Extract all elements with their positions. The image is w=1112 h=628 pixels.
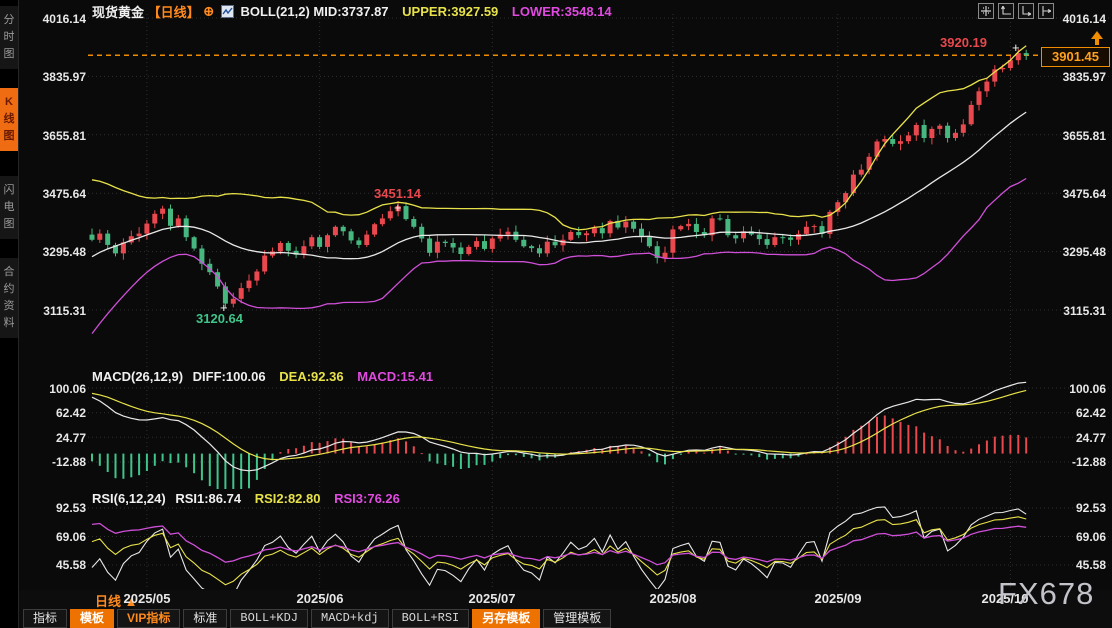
- boll-lower-value: LOWER:3548.14: [511, 4, 612, 19]
- x-axis-month-label: 2025/08: [649, 591, 697, 606]
- indicator-chart-icon[interactable]: [220, 5, 234, 18]
- bottom-toolbar: 指标 模板 VIP指标 标准 BOLL+KDJ MACD+kdj BOLL+RS…: [19, 609, 1112, 628]
- rsi-axis-label-left: 45.58: [55, 558, 86, 572]
- sidebar-tab-contract-info[interactable]: 合约资料: [0, 258, 18, 339]
- rsi-axis-label-right: 92.53: [1075, 501, 1106, 515]
- x-axis-month-label: 2025/10: [981, 591, 1029, 606]
- swing-high-price-annotation: 3451.14: [374, 186, 421, 201]
- swing-high-cross-marker: +: [394, 200, 402, 215]
- rsi-name: RSI(6,12,24): [92, 491, 166, 506]
- swing-low-cross-marker: +: [220, 300, 228, 315]
- rsi-axis-label-right: 45.58: [1075, 558, 1106, 572]
- macd-axis-label-left: 62.42: [55, 406, 86, 420]
- macd-axis-label-left: 24.77: [55, 431, 86, 445]
- symbol-title: 现货黄金: [92, 5, 145, 20]
- price-axis-label-left: 3835.97: [42, 70, 86, 84]
- rsi-axis-label-left: 92.53: [55, 501, 86, 515]
- macd-axis-label-right: 62.42: [1075, 406, 1106, 420]
- rsi-axis-label-right: 69.06: [1075, 530, 1106, 544]
- toolbar-button-vip-indicators[interactable]: VIP指标: [117, 609, 181, 628]
- rsi-axis-label-left: 69.06: [55, 530, 86, 544]
- price-axis-label-left: 3475.64: [42, 187, 86, 201]
- x-axis-month-label: 2025/06: [296, 591, 344, 606]
- toolbar-button-save-template[interactable]: 另存模板: [472, 609, 541, 628]
- macd-axis-label-right: -12.88: [1071, 455, 1106, 469]
- macd-macd-value: MACD:15.41: [357, 369, 434, 384]
- toolbar-button-manage-template[interactable]: 管理模板: [543, 609, 612, 628]
- boll-upper-value: UPPER:3927.59: [402, 4, 499, 19]
- add-indicator-icon[interactable]: ⊕: [203, 3, 215, 19]
- macd-axis-label-right: 24.77: [1075, 431, 1106, 445]
- macd-diff-value: DIFF:100.06: [192, 369, 266, 384]
- macd-name: MACD(26,12,9): [92, 369, 184, 384]
- rsi-label-row: RSI(6,12,24) RSI1:86.74 RSI2:82.80 RSI3:…: [92, 491, 400, 506]
- price-axis-label-right: 3655.81: [1062, 129, 1106, 143]
- sidebar-tab-time-chart[interactable]: 分时图: [0, 6, 18, 70]
- sidebar-tab-kline-chart[interactable]: K线图: [0, 88, 18, 152]
- sidebar: 分时图 K线图 闪电图 合约资料: [0, 0, 19, 628]
- price-axis-label-left: 3295.48: [42, 245, 86, 259]
- x-axis-month-label: 2025/09: [814, 591, 862, 606]
- toolbar-button-macd-kdj[interactable]: MACD+kdj: [311, 609, 389, 628]
- last-price-tag: 3901.45: [1041, 47, 1110, 67]
- price-axis-label-right: 3475.64: [1062, 187, 1106, 201]
- chart-header: 现货黄金 【日线】 ⊕ BOLL(21,2) MID:3737.87 UPPER…: [92, 2, 612, 21]
- price-axis-label-right: 3835.97: [1062, 70, 1106, 84]
- shift-right-icon[interactable]: [1038, 3, 1054, 19]
- price-axis-label-left: 4016.14: [42, 12, 86, 26]
- high-price-annotation: 3920.19: [940, 35, 987, 50]
- dropdown-up-icon: ▲: [124, 594, 138, 609]
- toolbar-button-indicators[interactable]: 指标: [23, 609, 68, 628]
- boll-values: BOLL(21,2) MID:3737.87: [240, 4, 389, 19]
- x-axis-month-label: 2025/07: [468, 591, 516, 606]
- x-axis-row: 日线 ▲ 2025/05 2025/06 2025/07 2025/08 202…: [19, 590, 1112, 609]
- period-selector[interactable]: 日线 ▲: [95, 591, 138, 610]
- toolbar-button-standard[interactable]: 标准: [183, 609, 228, 628]
- price-up-arrow-icon: [1090, 31, 1104, 51]
- macd-axis-label-right: 100.06: [1069, 382, 1106, 396]
- price-axis-label-left: 3115.31: [43, 304, 86, 318]
- x-axis-month-label: 2025/05: [123, 591, 171, 606]
- toolbar-button-templates[interactable]: 模板: [70, 609, 115, 628]
- sidebar-tab-flash-chart[interactable]: 闪电图: [0, 176, 18, 240]
- toolbar-button-boll-kdj[interactable]: BOLL+KDJ: [230, 609, 308, 628]
- macd-axis-label-left: 100.06: [49, 382, 86, 396]
- chart-tool-icons: [978, 3, 1054, 19]
- toolbar-button-boll-rsi[interactable]: BOLL+RSI: [391, 609, 470, 628]
- period-badge: 【日线】: [147, 5, 200, 20]
- swing-low-price-annotation: 3120.64: [196, 311, 243, 326]
- macd-dea-value: DEA:92.36: [279, 369, 344, 384]
- price-axis-label-left: 3655.81: [42, 129, 86, 143]
- macd-label-row: MACD(26,12,9) DIFF:100.06 DEA:92.36 MACD…: [92, 369, 433, 384]
- price-axis-label-right: 4016.14: [1062, 12, 1106, 26]
- watermark: FX678: [998, 576, 1095, 611]
- high-cross-marker: +: [1012, 40, 1020, 55]
- macd-axis-label-left: -12.88: [51, 455, 86, 469]
- price-axis-label-right: 3115.31: [1063, 304, 1106, 318]
- pan-crosshair-icon[interactable]: [978, 3, 994, 19]
- rsi1-value: RSI1:86.74: [175, 491, 242, 506]
- price-axis-label-right: 3295.48: [1062, 245, 1106, 259]
- period-selector-label: 日线: [95, 594, 122, 609]
- rsi2-value: RSI2:82.80: [254, 491, 321, 506]
- zoom-y-axis-icon[interactable]: [998, 3, 1014, 19]
- zoom-x-axis-icon[interactable]: [1018, 3, 1034, 19]
- rsi3-value: RSI3:76.26: [334, 491, 400, 506]
